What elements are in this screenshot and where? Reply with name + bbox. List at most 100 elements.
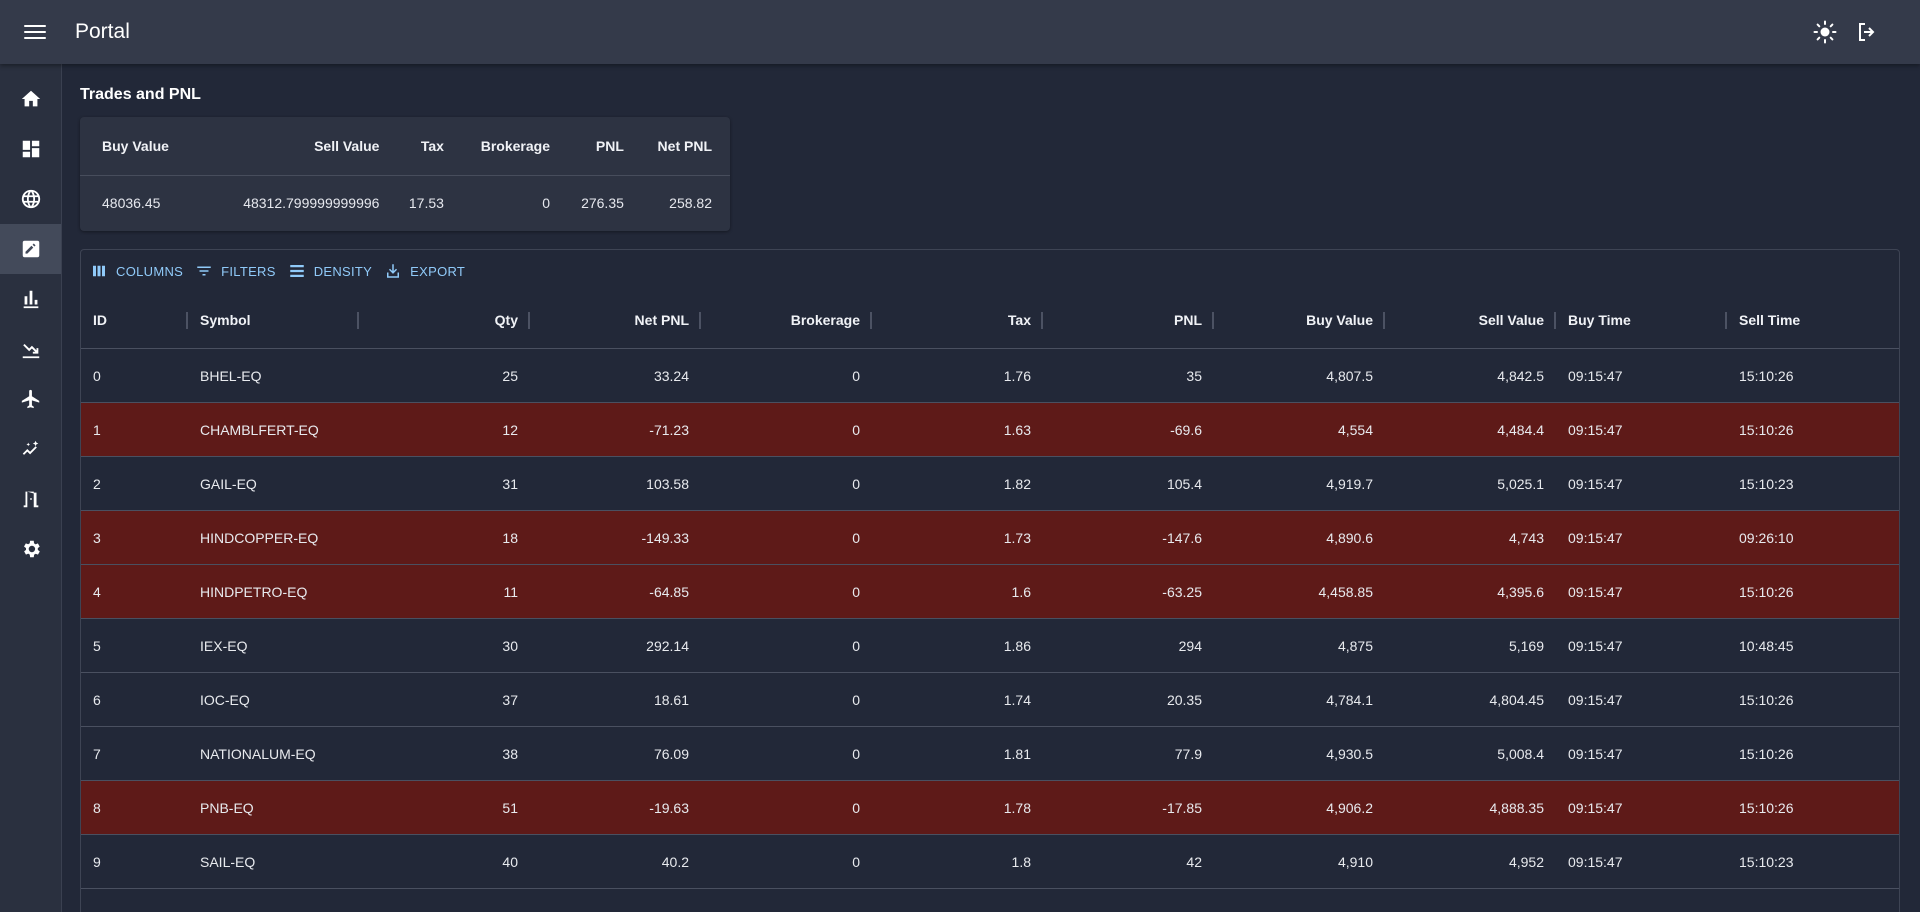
cell-brokerage: 0 [852,529,860,546]
cell-tax: 1.81 [1003,745,1031,762]
cell-id: 4 [93,583,101,600]
table-row[interactable]: 0 BHEL-EQ 25 33.24 0 1.76 35 4,807.5 4,842.5 09:1… [81,349,1899,403]
table-row[interactable]: 2 GAIL-EQ 31 103.58 0 1.82 105.4 4,919.7 5,025.1… [81,457,1899,511]
cell-sell-time: 15:10:26 [1739,421,1794,438]
export-button[interactable]: EXPORT [384,262,465,280]
sidebar-item-bar-chart[interactable] [0,274,61,324]
cell-buy-value: 4,890.6 [1326,529,1373,546]
cell-net-pnl: -64.85 [649,583,689,600]
cell-symbol: HINDPETRO-EQ [200,583,308,600]
summary-net-pnl: 258.82 [669,195,712,212]
cell-tax: 1.73 [1003,529,1031,546]
cell-brokerage: 0 [852,367,860,384]
cell-pnl: -69.6 [1170,421,1202,438]
cell-sell-value: 5,008.4 [1497,745,1544,762]
cell-brokerage: 0 [852,799,860,816]
cell-sell-value: 4,888.35 [1489,799,1545,816]
summary-header-brokerage: Brokerage [461,117,568,176]
columns-icon [93,265,105,277]
sidebar-item-home[interactable] [0,74,61,124]
column-header-sell-time[interactable]: Sell Time [1739,312,1801,328]
sidebar-item-dashboard[interactable] [0,124,61,174]
column-header-brokerage[interactable]: Brokerage [701,292,872,348]
cell-net-pnl: 103.58 [646,475,689,492]
summary-header-net-pnl: Net PNL [641,117,730,176]
column-header-pnl[interactable]: PNL [1043,292,1214,348]
sun-icon[interactable] [1810,17,1840,47]
summary-buy-value: 48036.45 [102,195,161,212]
sidebar-item-exit[interactable] [0,474,61,524]
table-row[interactable]: 7 NATIONALUM-EQ 38 76.09 0 1.81 77.9 4,930.5 5,0… [81,727,1899,781]
cell-buy-value: 4,910 [1337,853,1373,870]
bar-chart-icon [23,290,38,309]
table-row[interactable]: 6 IOC-EQ 37 18.61 0 1.74 20.35 4,784.1 4,804.45 0… [81,673,1899,727]
edit-note-icon [22,240,39,258]
cell-id: 8 [93,799,101,816]
cell-sell-value: 4,842.5 [1497,367,1544,384]
table-row[interactable]: 1 CHAMBLFERT-EQ 12 -71.23 0 1.63 -69.6 4,554 4,4… [81,403,1899,457]
column-header-buy-value[interactable]: Buy Value [1214,292,1385,348]
cell-pnl: 77.9 [1174,745,1202,762]
table-row[interactable]: 3 HINDCOPPER-EQ 18 -149.33 0 1.73 -147.6 4,890.… [81,511,1899,565]
airplane-icon [21,389,39,409]
cell-net-pnl: -149.33 [641,529,689,546]
column-header-buy-time[interactable]: Buy Time [1556,292,1727,348]
sidebar-item-trades[interactable] [0,224,61,274]
columns-button[interactable]: COLUMNS [90,262,183,280]
cell-buy-time: 09:15:47 [1568,799,1623,816]
cell-net-pnl: -19.63 [649,799,689,816]
grid-body: 0 BHEL-EQ 25 33.24 0 1.76 35 4,807.5 4,842.5 09:1… [81,349,1899,889]
table-row[interactable]: 9 SAIL-EQ 40 40.2 0 1.8 42 4,910 4,952 09:15:47 15… [81,835,1899,889]
columns-label: COLUMNS [116,263,184,279]
summary-header-sell-value: Sell Value [209,117,398,176]
table-row[interactable]: 4 HINDPETRO-EQ 11 -64.85 0 1.6 -63.25 4,458.85 4… [81,565,1899,619]
column-header-sell-value[interactable]: Sell Value [1385,292,1556,348]
cell-qty: 12 [502,421,518,438]
sidebar-item-globe[interactable] [0,174,61,224]
gear-icon [23,540,40,558]
cell-pnl: 42 [1186,853,1202,870]
cell-id: 9 [93,853,101,870]
summary-table: Buy Value Sell Value Tax Brokerage PNL N… [80,117,730,231]
summary-header-tax: Tax [397,117,462,176]
sidebar-item-insights[interactable] [0,424,61,474]
cell-net-pnl: -71.23 [649,421,689,438]
table-row[interactable]: 8 PNB-EQ 51 -19.63 0 1.78 -17.85 4,906.2 4,888.3… [81,781,1899,835]
cell-buy-time: 09:15:47 [1568,691,1623,708]
sidebar-item-settings[interactable] [0,524,61,574]
door-icon [23,491,38,508]
column-header-id[interactable]: ID [81,292,188,348]
column-header-qty[interactable]: Qty [359,292,530,348]
page-title: Trades and PNL [80,86,201,103]
column-header-symbol[interactable]: Symbol [188,292,359,348]
cell-sell-time: 15:10:26 [1739,583,1794,600]
export-label: EXPORT [410,263,466,279]
column-header-tax[interactable]: Tax [872,292,1043,348]
cell-qty: 30 [502,637,518,654]
cell-qty: 37 [502,691,518,708]
cell-sell-value: 4,804.45 [1489,691,1545,708]
cell-id: 1 [93,421,101,438]
column-header-net-pnl[interactable]: Net PNL [530,292,701,348]
cell-qty: 40 [502,853,518,870]
cell-qty: 38 [502,745,518,762]
sidebar-item-flight[interactable] [0,374,61,424]
cell-brokerage: 0 [852,475,860,492]
cell-symbol: IOC-EQ [200,691,250,708]
dashboard-icon [22,140,39,158]
table-row[interactable]: 5 IEX-EQ 30 292.14 0 1.86 294 4,875 5,169 09:15:4… [81,619,1899,673]
cell-pnl: -63.25 [1162,583,1202,600]
cell-sell-time: 15:10:26 [1739,691,1794,708]
density-button[interactable]: DENSITY [288,262,372,280]
cell-buy-value: 4,784.1 [1326,691,1373,708]
cell-sell-time: 15:10:26 [1739,799,1794,816]
summary-brokerage: 0 [542,195,550,212]
filters-button[interactable]: FILTERS [195,262,276,280]
sidebar-item-trend-down[interactable] [0,324,61,374]
cell-id: 2 [93,475,101,492]
cell-buy-value: 4,875 [1337,637,1373,654]
cell-tax: 1.76 [1003,367,1031,384]
logout-icon[interactable] [1852,17,1882,47]
cell-tax: 1.8 [1011,853,1031,870]
menu-icon[interactable] [22,22,48,42]
